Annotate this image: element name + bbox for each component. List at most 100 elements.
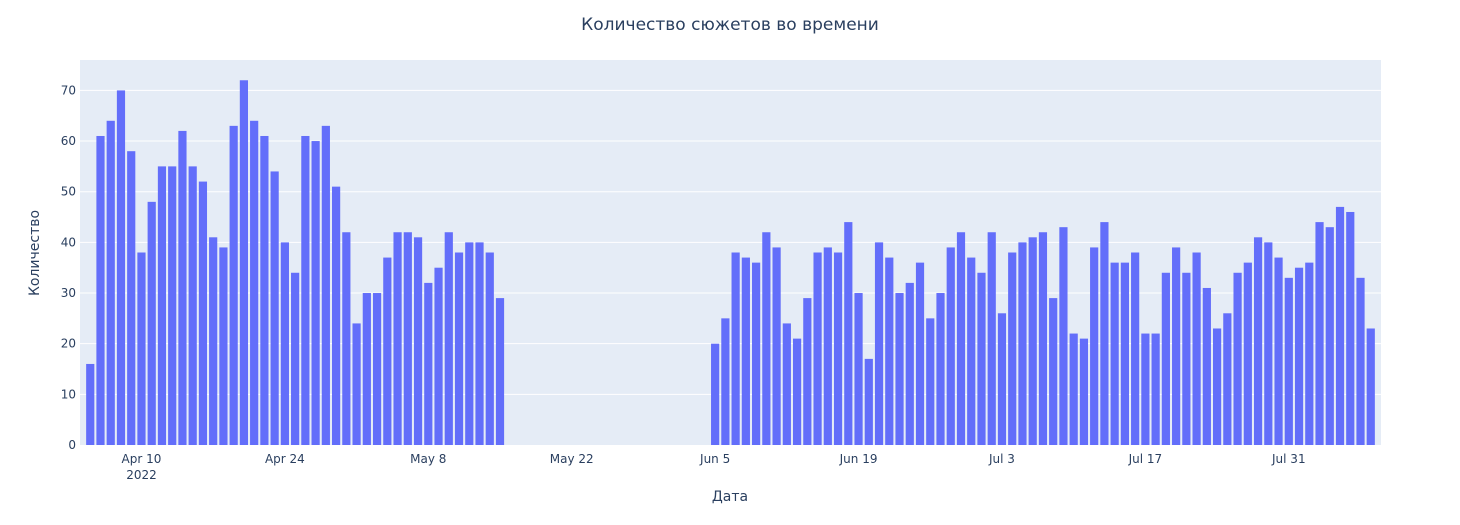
bar (711, 343, 720, 445)
bar (1243, 262, 1252, 445)
bar (106, 120, 115, 445)
bar (1325, 227, 1334, 445)
bar (311, 141, 320, 446)
bar (844, 222, 853, 445)
bar (188, 166, 197, 445)
bar (1315, 222, 1324, 445)
bar (864, 358, 873, 445)
bar (792, 338, 802, 445)
bar (915, 262, 925, 445)
bar (1018, 242, 1027, 445)
bar (803, 298, 812, 445)
bar (239, 80, 249, 446)
bar (987, 232, 996, 445)
bar (741, 257, 750, 445)
bar (157, 166, 167, 445)
bar (1233, 272, 1242, 445)
y-tick-label: 0 (68, 438, 76, 452)
bar (721, 318, 730, 445)
bar (137, 252, 146, 445)
bar (1356, 277, 1365, 445)
x-tick-label: Jul 31 (1271, 452, 1306, 466)
bar (86, 363, 95, 445)
bar (434, 267, 443, 445)
x-tick-label: Jul 17 (1128, 452, 1163, 466)
bar (321, 125, 330, 446)
bar (147, 201, 156, 445)
y-axis-ticks: 0 10 20 30 40 50 60 70 (61, 83, 76, 452)
bar (997, 313, 1007, 445)
bar (372, 293, 382, 445)
bar (424, 282, 433, 445)
y-tick-label: 30 (61, 286, 76, 300)
x-tick-label: Apr 24 (265, 452, 305, 466)
y-tick-label: 60 (61, 134, 76, 148)
x-tick-label: Jul 3 (988, 452, 1015, 466)
bar (403, 232, 412, 445)
bar (393, 232, 402, 445)
bar (1274, 257, 1283, 445)
bar (495, 298, 505, 445)
bar (895, 293, 904, 445)
bar (96, 135, 105, 445)
bar (1294, 267, 1304, 445)
bar (977, 272, 986, 445)
bar (772, 247, 781, 445)
bar (1253, 237, 1263, 445)
bars (86, 80, 1375, 446)
bar (270, 171, 279, 445)
y-tick-label: 40 (61, 235, 76, 249)
bar (219, 247, 228, 445)
bar (946, 247, 955, 445)
bar (1120, 262, 1129, 445)
bar (168, 166, 177, 445)
bar (116, 90, 126, 445)
bar (854, 293, 863, 445)
bar (1090, 247, 1099, 445)
x-tick-label: May 8 (410, 452, 446, 466)
bar (1131, 252, 1140, 445)
bar (1008, 252, 1017, 445)
bar (1182, 272, 1191, 445)
bar (1141, 333, 1150, 445)
bar (1264, 242, 1273, 445)
y-axis-label: Количество (27, 210, 43, 296)
bar (260, 135, 269, 445)
bar (209, 237, 218, 445)
bar (1366, 328, 1375, 445)
bar (465, 242, 474, 445)
bar (1161, 272, 1170, 445)
x-axis-label: Дата (712, 489, 748, 505)
bar (332, 186, 341, 446)
x-tick-label: May 22 (550, 452, 594, 466)
bar (762, 232, 771, 445)
bar (1335, 206, 1345, 445)
bar (1110, 262, 1119, 445)
bar (475, 242, 484, 445)
x-tick-sublabel: 2022 (126, 468, 157, 482)
bar (1069, 333, 1078, 445)
bar (291, 272, 300, 445)
bar (823, 247, 832, 445)
bar (813, 252, 822, 445)
bar (444, 232, 453, 445)
bar (352, 323, 361, 445)
bar (782, 323, 791, 445)
bar (280, 242, 289, 445)
bar (1305, 262, 1314, 445)
bar (926, 318, 935, 445)
bar (1079, 338, 1089, 445)
bar (383, 257, 392, 445)
bar (956, 232, 966, 445)
x-tick-label: Apr 10 (122, 452, 162, 466)
chart-title: Количество сюжетов во времени (581, 15, 879, 35)
bar (1192, 252, 1201, 445)
bar (731, 252, 740, 445)
bar (250, 120, 259, 445)
y-tick-label: 10 (61, 387, 76, 401)
bar (752, 262, 761, 445)
y-tick-label: 50 (61, 185, 76, 199)
bar (362, 293, 371, 445)
bar (1038, 232, 1048, 445)
